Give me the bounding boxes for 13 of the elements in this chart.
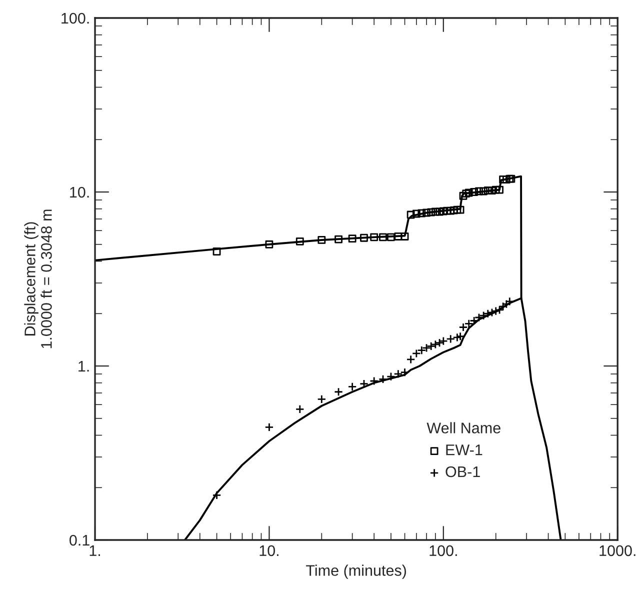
y-tick-label: 1.	[78, 361, 89, 372]
legend-label: EW-1	[446, 444, 482, 456]
y-tick-label: 0.1	[70, 534, 90, 546]
x-tick-label: 100.	[430, 545, 457, 556]
legend-title: Well Name	[426, 422, 500, 434]
x-axis-title: Time (minutes)	[306, 564, 406, 579]
y-axis-title: Displacement (ft) 1.0000 ft = 0.3048 m	[24, 210, 52, 348]
legend-label: OB-1	[446, 466, 480, 478]
y-tick-label: 10.	[70, 186, 89, 198]
x-tick-label: 1.	[90, 545, 100, 556]
x-tick-label: 1000.	[600, 545, 636, 556]
y-tick-label: 100.	[62, 12, 89, 24]
x-tick-label: 10.	[260, 545, 278, 556]
